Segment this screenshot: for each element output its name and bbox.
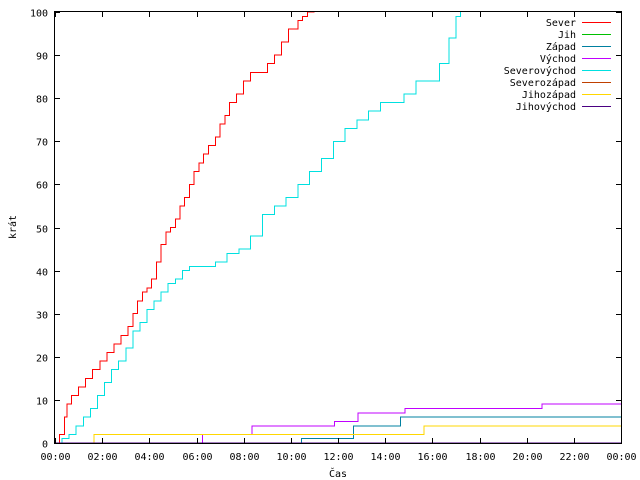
x-tick-label: 02:00 bbox=[87, 452, 117, 463]
y-tick-label: 10 bbox=[36, 397, 48, 408]
legend-label: Severovýchod bbox=[504, 65, 576, 77]
series-line-vychod bbox=[55, 403, 621, 444]
y-axis: 0 10 20 30 40 50 60 70 80 90 100 bbox=[30, 9, 621, 451]
y-tick-label: 50 bbox=[36, 225, 48, 236]
legend: SeverJihZápadVýchodSeverovýchodSeverozáp… bbox=[504, 18, 611, 113]
y-tick-label: 30 bbox=[36, 311, 48, 322]
series-line-severovychod bbox=[55, 12, 462, 444]
y-tick-label: 80 bbox=[36, 95, 48, 106]
y-tick-label: 100 bbox=[30, 9, 48, 20]
y-tick-label: 20 bbox=[36, 354, 48, 365]
series-line-sever bbox=[55, 11, 315, 444]
x-tick-label: 08:00 bbox=[229, 452, 259, 463]
plot-frame bbox=[54, 11, 622, 444]
legend-label: Západ bbox=[546, 41, 576, 53]
x-tick-label: 22:00 bbox=[559, 452, 589, 463]
x-tick-label: 04:00 bbox=[134, 452, 164, 463]
y-axis-label: krát bbox=[7, 215, 19, 239]
legend-label: Jih bbox=[558, 30, 576, 41]
y-tick-label: 90 bbox=[36, 52, 48, 63]
y-tick-label: 60 bbox=[36, 181, 48, 192]
x-tick-label: 20:00 bbox=[512, 452, 542, 463]
x-tick-label: 12:00 bbox=[323, 452, 353, 463]
y-tick-label: 40 bbox=[36, 268, 48, 279]
x-tick-label: 14:00 bbox=[370, 452, 400, 463]
y-tick-label: 70 bbox=[36, 138, 48, 149]
x-tick-label: 18:00 bbox=[465, 452, 495, 463]
legend-label: Jihovýchod bbox=[516, 101, 576, 113]
legend-label: Východ bbox=[540, 53, 576, 65]
x-tick-label: 10:00 bbox=[276, 452, 306, 463]
x-axis-label: Čas bbox=[329, 467, 347, 480]
x-axis: 00:00 02:00 04:00 06:00 08:00 10:00 12:00 14:00… bbox=[40, 12, 637, 463]
x-tick-label: 06:00 bbox=[182, 452, 212, 463]
x-tick-label: 00:00 bbox=[606, 452, 636, 463]
x-tick-label: 00:00 bbox=[40, 452, 70, 463]
legend-label: Jihozápad bbox=[522, 89, 576, 101]
y-tick-label: 0 bbox=[42, 440, 48, 451]
legend-label: Sever bbox=[546, 18, 576, 29]
legend-label: Severozápad bbox=[510, 77, 576, 89]
x-tick-label: 16:00 bbox=[417, 452, 447, 463]
